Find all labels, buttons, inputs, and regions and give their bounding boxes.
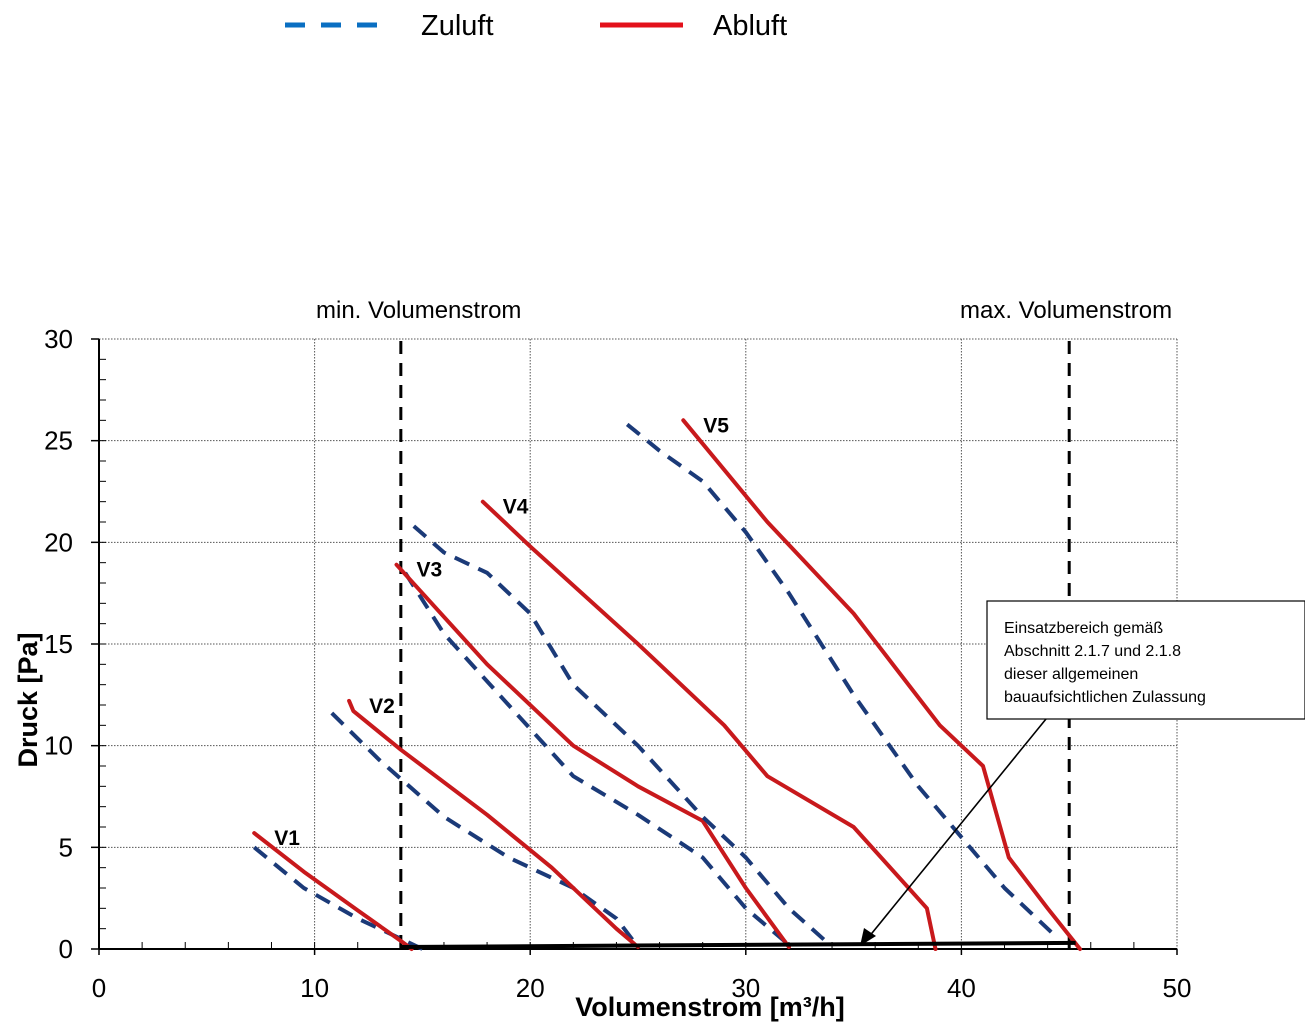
abluft-curve-v5 (681, 418, 1082, 951)
y-tick-label: 5 (59, 832, 73, 862)
operating-range-line (400, 940, 1076, 949)
zuluft-curve-v4 (412, 524, 830, 945)
x-tick-label: 40 (947, 973, 976, 1003)
legend: Zuluft Abluft (285, 10, 787, 42)
annotation-arrowhead (860, 928, 876, 946)
annotation-line-2: Abschnitt 2.1.7 und 2.1.8 (1004, 643, 1181, 660)
x-tick-label: 10 (300, 973, 329, 1003)
abluft-curve-v2 (347, 698, 640, 949)
series-label-v3: V3 (417, 559, 443, 582)
series: V1 V2 V3 V4 V5 (252, 414, 1082, 951)
abluft-curve-v1 (252, 831, 414, 951)
annotation-box (986, 600, 1305, 720)
y-tick-label: 15 (44, 629, 73, 659)
max-flow-label: max. Volumenstrom (960, 297, 1172, 324)
annotation-line-3: dieser allgemeinen (1004, 666, 1138, 683)
zuluft-curve-v5 (625, 422, 1060, 941)
y-tick-label: 20 (44, 527, 73, 557)
tick-labels: 0 10 20 30 40 50 0 5 10 15 20 25 30 (44, 324, 1191, 1003)
y-tick-label: 0 (59, 934, 73, 964)
min-flow-label: min. Volumenstrom (316, 297, 521, 324)
y-tick-label: 10 (44, 731, 73, 761)
x-axis-title: Volumenstrom [m³/h] (575, 992, 845, 1022)
abluft-curve-v4 (480, 499, 938, 951)
legend-zuluft-label: Zuluft (421, 10, 494, 42)
annotation-line-1: Einsatzbereich gemäß (1004, 620, 1163, 637)
series-label-v2: V2 (369, 695, 395, 718)
annotation-arrow (867, 718, 1047, 939)
y-axis-title: Druck [Pa] (13, 632, 43, 767)
zuluft-curve-v2 (330, 711, 640, 949)
x-tick-label: 0 (92, 973, 106, 1003)
vertical-markers (399, 341, 1071, 949)
series-label-v1: V1 (274, 827, 300, 850)
annotation-line-4: bauaufsichtlichen Zulassung (1004, 689, 1206, 706)
abluft-curve-v3 (394, 562, 791, 949)
y-tick-label: 30 (44, 324, 73, 354)
y-tick-label: 25 (44, 426, 73, 456)
series-label-v5: V5 (703, 414, 729, 437)
x-tick-label: 20 (516, 973, 545, 1003)
x-tick-label: 30 (731, 973, 760, 1003)
zuluft-curve-v3 (403, 571, 791, 947)
annotation: Einsatzbereich gemäß Abschnitt 2.1.7 und… (860, 600, 1305, 946)
operating-range (400, 940, 1076, 949)
x-tick-label: 50 (1163, 973, 1192, 1003)
legend-abluft-label: Abluft (713, 10, 787, 42)
series-label-v4: V4 (503, 496, 529, 519)
